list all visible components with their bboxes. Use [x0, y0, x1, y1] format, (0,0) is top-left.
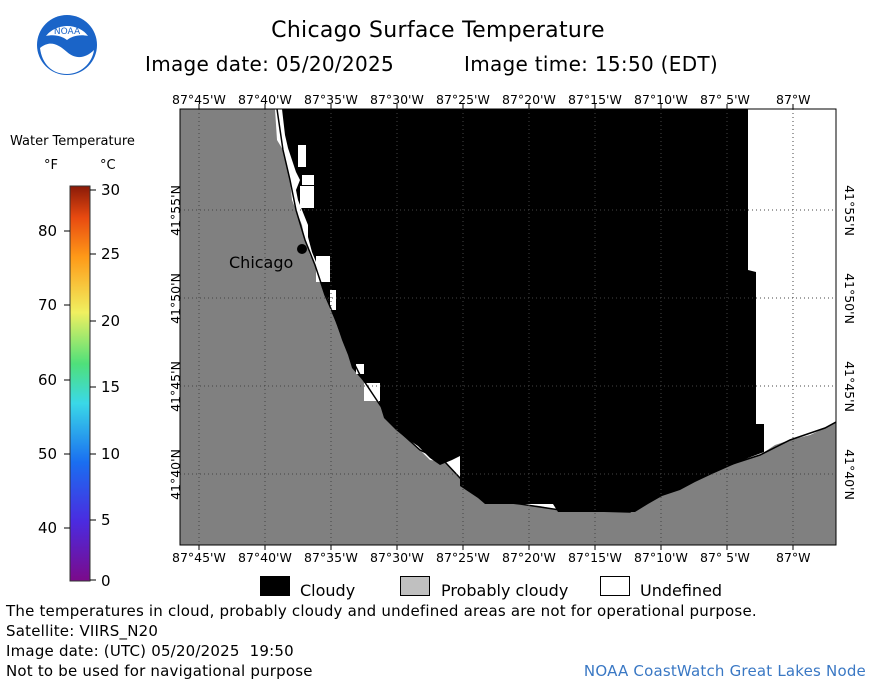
- lat-label: 41°45'N: [841, 361, 857, 412]
- lon-label: 87°35'W: [304, 92, 358, 107]
- f-tick: 40: [38, 519, 58, 537]
- cloud-area: [282, 109, 764, 512]
- legend-label-undefined: Undefined: [640, 581, 723, 600]
- c-tick: 10: [101, 445, 121, 463]
- c-tick: 5: [101, 511, 111, 529]
- c-tick: 30: [101, 181, 121, 199]
- legend-swatch-probably-cloudy: [400, 576, 430, 596]
- credit-text: NOAA CoastWatch Great Lakes Node: [583, 662, 866, 680]
- f-tick: 50: [38, 445, 58, 463]
- lon-label: 87°10'W: [634, 92, 688, 107]
- image-date: Image date: 05/20/2025: [145, 52, 395, 76]
- nav-warning-text: Not to be used for navigational purpose: [6, 662, 313, 680]
- satellite-text: Satellite: VIIRS_N20: [6, 622, 159, 640]
- c-tick: 25: [101, 245, 121, 263]
- lat-label: 41°50'N: [841, 273, 857, 324]
- lon-label: 87°15'W: [568, 550, 622, 565]
- f-tick: 80: [38, 222, 58, 240]
- f-tick: 60: [38, 371, 58, 389]
- lon-label: 87°30'W: [370, 550, 424, 565]
- lon-label: 87°35'W: [304, 550, 358, 565]
- lon-label: 87°W: [776, 550, 811, 565]
- lon-label: 87°W: [776, 92, 811, 107]
- svg-text:NOAA: NOAA: [54, 27, 81, 37]
- noaa-logo: NOAA: [37, 15, 97, 75]
- unit-fahrenheit: °F: [44, 158, 58, 173]
- lon-label: 87°25'W: [436, 550, 490, 565]
- lon-label: 87°30'W: [370, 92, 424, 107]
- legend-label-probably-cloudy: Probably cloudy: [441, 581, 569, 600]
- lon-label: 87°40'W: [238, 92, 292, 107]
- lon-label: 87°15'W: [568, 92, 622, 107]
- lon-label: 87°45'W: [172, 92, 226, 107]
- page-title: Chicago Surface Temperature: [271, 18, 605, 43]
- lon-label: 87°10'W: [634, 550, 688, 565]
- disclaimer-text: The temperatures in cloud, probably clou…: [6, 602, 757, 620]
- legend-swatch-cloudy: [260, 576, 290, 596]
- scale-title: Water Temperature: [10, 134, 135, 149]
- lon-label: 87°20'W: [502, 550, 556, 565]
- city-label: Chicago: [229, 253, 294, 272]
- lat-label: 41°55'N: [841, 185, 857, 236]
- lon-label: 87°20'W: [502, 92, 556, 107]
- lat-label: 41°40'N: [167, 449, 183, 500]
- c-tick: 0: [101, 572, 111, 590]
- image-time: Image time: 15:50 (EDT): [464, 52, 719, 76]
- lat-label: 41°40'N: [841, 449, 857, 500]
- lon-label: 87° 5'W: [700, 92, 750, 107]
- land-area: [180, 109, 836, 545]
- unit-celsius: °C: [100, 158, 116, 173]
- c-tick: 15: [101, 378, 121, 396]
- utc-date-text: Image date: (UTC) 05/20/2025 19:50: [6, 642, 294, 660]
- lat-label: 41°55'N: [167, 185, 183, 236]
- legend-swatch-undefined: [600, 576, 630, 596]
- chicago-marker: [297, 244, 307, 254]
- lat-label: 41°50'N: [167, 273, 183, 324]
- lon-label: 87°45'W: [172, 550, 226, 565]
- f-tick: 70: [38, 296, 58, 314]
- lon-label: 87°40'W: [238, 550, 292, 565]
- lat-label: 41°45'N: [167, 361, 183, 412]
- legend-label-cloudy: Cloudy: [300, 581, 356, 600]
- c-tick: 20: [101, 312, 121, 330]
- lon-label: 87° 5'W: [700, 550, 750, 565]
- lon-label: 87°25'W: [436, 92, 490, 107]
